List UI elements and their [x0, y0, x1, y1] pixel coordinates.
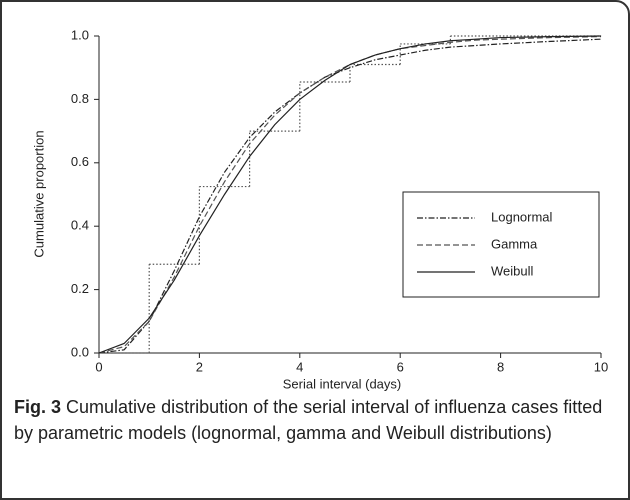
y-axis-label: Cumulative proportion: [31, 130, 46, 257]
x-tick-label: 10: [594, 359, 608, 374]
y-tick-label: 0.0: [71, 344, 89, 359]
caption: Fig. 3 Cumulative distribution of the se…: [14, 394, 614, 446]
y-tick-label: 1.0: [71, 27, 89, 42]
x-tick-label: 4: [296, 359, 303, 374]
legend-label: Gamma: [491, 236, 538, 251]
chart: Serial interval (days) Cumulative propor…: [31, 27, 608, 391]
curve: [98, 36, 602, 354]
y-tick-label: 0.6: [71, 154, 89, 169]
y-tick-label: 0.4: [71, 218, 89, 233]
y-tick-label: 0.2: [71, 281, 89, 296]
curve: [98, 38, 602, 354]
x-axis-label: Serial interval (days): [283, 376, 402, 391]
x-tick-label: 0: [95, 359, 102, 374]
x-tick-label: 6: [397, 359, 404, 374]
curve: [98, 35, 602, 354]
legend-label: Lognormal: [491, 209, 553, 224]
caption-label: Fig. 3: [14, 397, 62, 417]
x-tick-label: 2: [196, 359, 203, 374]
caption-text: Cumulative distribution of the serial in…: [14, 397, 603, 443]
legend-label: Weibull: [491, 263, 534, 278]
x-tick-label: 8: [497, 359, 504, 374]
y-tick-label: 0.8: [71, 91, 89, 106]
